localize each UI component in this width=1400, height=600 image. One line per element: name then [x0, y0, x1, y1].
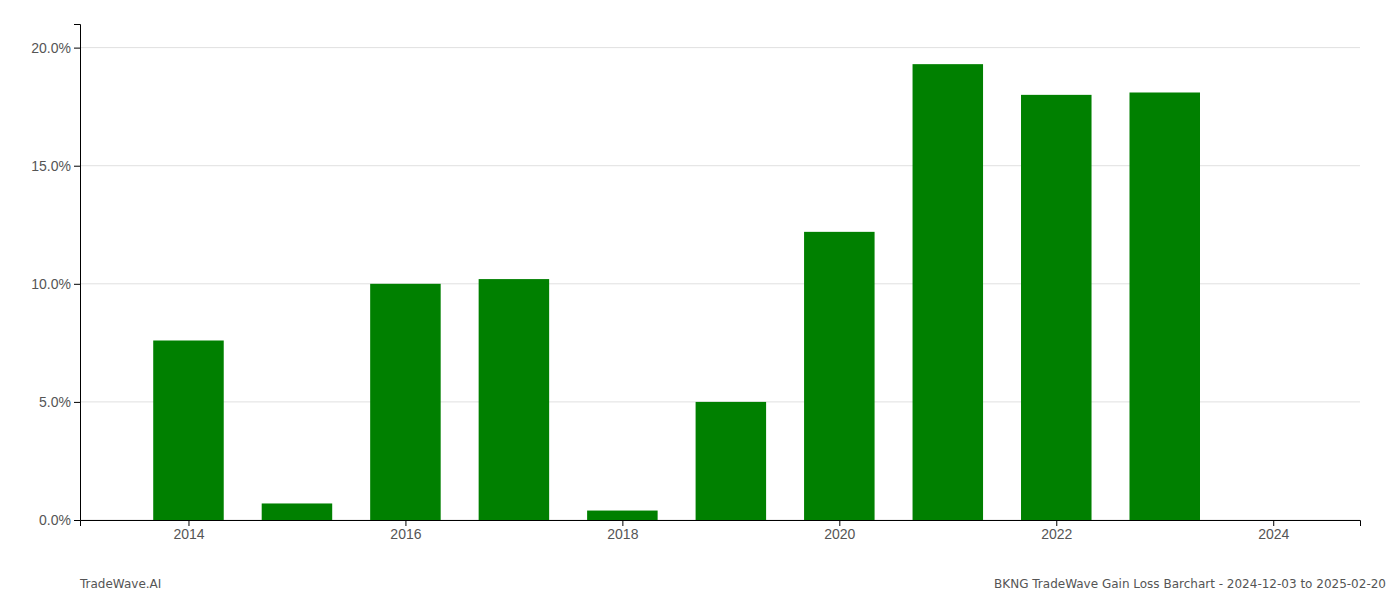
y-tick-label: 5.0%	[39, 394, 71, 410]
x-tick-label: 2018	[607, 526, 638, 542]
bar	[587, 511, 658, 520]
x-tick: 2014	[173, 520, 204, 542]
y-tick-label: 0.0%	[39, 512, 71, 528]
y-tick: 20.0%	[31, 40, 80, 56]
y-tick-mark	[74, 520, 80, 521]
bar	[1129, 92, 1200, 520]
x-tick: 2024	[1258, 520, 1289, 542]
y-tick-mark	[74, 48, 80, 49]
footer-text: BKNG TradeWave Gain Loss Barchart - 2024…	[994, 577, 1386, 591]
grid-line	[80, 47, 1360, 48]
x-tick: 2016	[390, 520, 421, 542]
x-tick-label: 2016	[390, 526, 421, 542]
y-axis-line	[74, 25, 81, 521]
bar	[153, 340, 224, 520]
x-tick: 2020	[824, 520, 855, 542]
y-tick-label: 10.0%	[31, 276, 71, 292]
x-tick-label: 2014	[173, 526, 204, 542]
bar	[804, 232, 875, 520]
x-tick: 2022	[1041, 520, 1072, 542]
y-tick-label: 15.0%	[31, 158, 71, 174]
y-tick: 0.0%	[39, 512, 80, 528]
chart: 0.0%5.0%10.0%15.0%20.0%20142016201820202…	[0, 0, 1400, 600]
y-tick: 10.0%	[31, 276, 80, 292]
y-tick-mark	[74, 284, 80, 285]
x-axis: 2014 2016 2018 2020 2022 2024	[81, 520, 1361, 542]
bar	[696, 402, 767, 520]
y-tick-label: 20.0%	[31, 40, 71, 56]
x-tick-label: 2022	[1041, 526, 1072, 542]
x-tick: 2018	[607, 520, 638, 542]
bar	[913, 64, 984, 520]
y-tick: 15.0%	[31, 158, 80, 174]
plot-area: 0.0%5.0%10.0%15.0%20.0%20142016201820202…	[31, 25, 1360, 542]
bars	[153, 64, 1200, 520]
y-tick-mark	[74, 166, 80, 167]
bar	[1021, 95, 1092, 520]
y-tick-mark	[74, 402, 80, 403]
footer: TradeWave.AI BKNG TradeWave Gain Loss Bar…	[79, 577, 1386, 591]
y-tick: 5.0%	[39, 394, 80, 410]
footer-text: TradeWave.AI	[79, 577, 161, 591]
background	[0, 0, 1400, 600]
bar	[370, 284, 441, 520]
x-axis-line	[81, 521, 1361, 527]
x-tick-label: 2024	[1258, 526, 1289, 542]
grid	[80, 48, 1360, 520]
y-axis: 0.0% 5.0% 10.0% 15.0% 20.0%	[31, 25, 80, 528]
bar	[262, 503, 333, 520]
x-tick-label: 2020	[824, 526, 855, 542]
bar	[479, 279, 550, 520]
